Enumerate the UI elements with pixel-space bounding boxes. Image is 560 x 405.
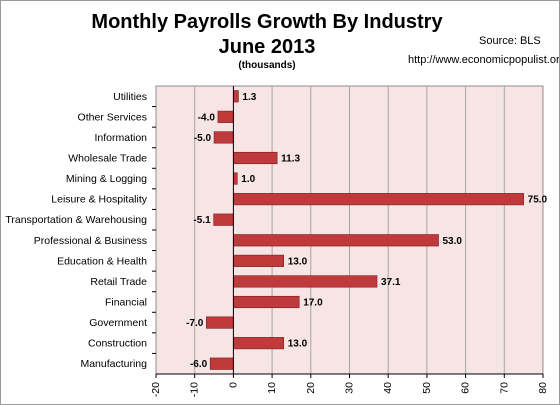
bar [233,151,278,165]
x-tick-label: 20 [305,382,317,394]
category-labels: Utilities Other Services Information Wholes… [5,91,156,370]
x-axis-ticks: -20 -10 0 10 20 30 40 50 60 70 80 [150,374,549,397]
x-tick-label: -20 [150,382,162,397]
category-label: Professional & Business [34,235,147,247]
value-label: 1.3 [242,92,256,103]
bar [213,131,234,144]
source-note: Source: BLS [479,35,541,47]
bar [233,234,439,247]
bar [233,193,524,206]
x-tick-label: 30 [344,382,356,394]
value-label: 13.0 [288,339,308,350]
bar [233,90,239,103]
source-url: http://www.economicpopulist.org [408,54,559,66]
x-tick-label: 10 [266,382,278,394]
category-label: Other Services [78,111,147,123]
value-label: -6.0 [190,359,208,370]
category-label: Government [89,317,147,329]
chart-subtitle: (thousands) [238,60,295,71]
category-label: Utilities [113,91,147,103]
category-label: Transportation & Warehousing [5,214,147,226]
value-label: 53.0 [443,236,463,247]
value-label: -5.1 [193,215,211,226]
bar [233,295,300,309]
category-label: Retail Trade [90,276,147,288]
x-tick-label: 80 [537,382,549,394]
bar [206,316,234,329]
bar [209,357,234,370]
x-tick-label: 60 [460,382,472,394]
category-label: Construction [88,338,147,350]
bar [213,213,234,226]
x-tick-label: 50 [421,382,433,394]
chart-title: Monthly Payrolls Growth By Industry [91,11,443,33]
bar [217,110,234,123]
value-label: -5.0 [194,133,212,144]
bar [233,172,238,185]
value-label: 75.0 [528,195,548,206]
value-label: 11.3 [281,154,300,165]
chart-title-line2: June 2013 [219,36,316,58]
category-label: Wholesale Trade [68,153,147,165]
value-label: 13.0 [288,256,308,267]
value-label: 37.1 [381,277,401,288]
value-labels: 1.3 -4.0 -5.0 11.3 1.0 75.0 -5.1 53.0 13.0 37.1 17… [186,92,547,370]
category-label: Manufacturing [80,358,147,370]
bar [233,254,285,267]
x-tick-label: 70 [498,382,510,394]
value-label: -4.0 [198,112,216,123]
grid-lines [194,86,505,374]
bar [233,275,378,288]
category-label: Financial [105,297,147,309]
bar [233,337,285,350]
x-tick-label: 0 [227,382,239,388]
category-label: Information [94,132,147,144]
x-tick-label: 40 [382,382,394,394]
category-label: Mining & Logging [66,173,147,185]
x-tick-label: -10 [189,382,201,397]
value-label: 17.0 [303,298,323,309]
category-label: Education & Health [57,255,147,267]
category-label: Leisure & Hospitality [51,194,147,206]
value-label: 1.0 [241,174,255,185]
value-label: -7.0 [186,318,204,329]
